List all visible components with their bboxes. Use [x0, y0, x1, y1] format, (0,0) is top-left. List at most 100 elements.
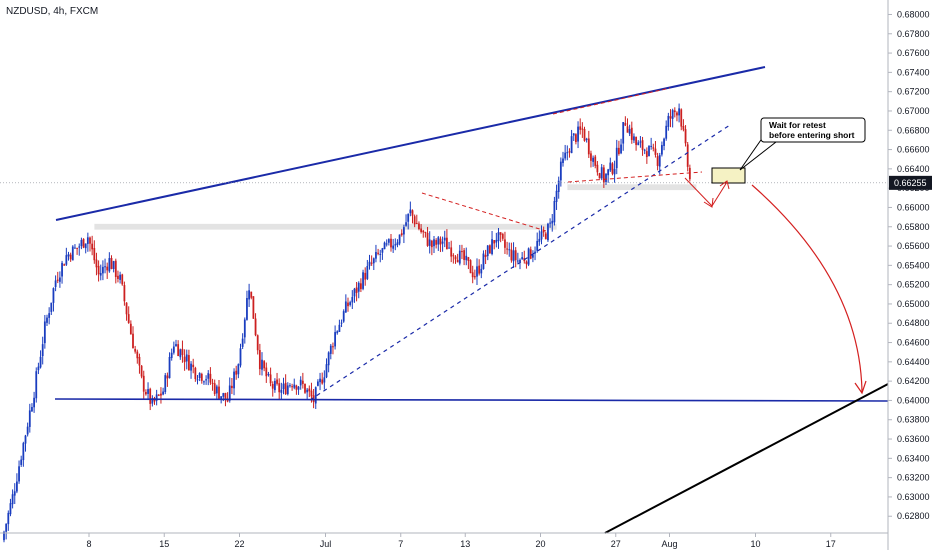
candle-down — [310, 390, 313, 397]
candle-up — [151, 398, 154, 404]
candle-down — [370, 262, 373, 264]
candle-down — [145, 392, 147, 395]
candle-up — [50, 302, 53, 312]
x-tick-label: 17 — [826, 539, 836, 549]
target-arc — [751, 184, 863, 393]
candle-up — [162, 391, 164, 395]
y-tick-label: 0.62800 — [897, 511, 930, 521]
candle-down — [686, 144, 689, 167]
candle-up — [512, 250, 515, 262]
price-tag-label: 0.66255 — [894, 178, 927, 188]
candle-down — [304, 383, 306, 393]
candle-up — [319, 378, 321, 383]
candle-down — [454, 256, 457, 260]
candle-up — [198, 372, 201, 379]
candle-up — [104, 266, 106, 268]
candle-down — [95, 259, 98, 268]
candle-down — [97, 265, 100, 275]
candle-up — [577, 126, 579, 142]
candle-down — [211, 382, 214, 384]
candle-up — [52, 288, 55, 303]
current-price-tag: 0.66255 — [889, 175, 932, 190]
candle-up — [532, 254, 534, 258]
candle-up — [658, 155, 661, 167]
candle-down — [332, 346, 334, 348]
candle-down — [355, 287, 358, 293]
candle-up — [108, 258, 111, 272]
candle-up — [491, 239, 493, 255]
candle-up — [607, 169, 610, 176]
candle-up — [476, 266, 478, 277]
y-tick-label: 0.63600 — [897, 434, 930, 444]
candle-up — [366, 265, 369, 279]
candle-up — [18, 466, 20, 482]
candle-down — [258, 350, 261, 370]
candle-up — [37, 366, 40, 371]
candle-up — [248, 290, 250, 300]
candle-down — [121, 274, 124, 285]
candle-up — [175, 344, 177, 347]
y-tick-label: 0.66800 — [897, 125, 930, 135]
candle-down — [252, 296, 255, 319]
candle-up — [572, 133, 575, 136]
candle-down — [360, 283, 362, 290]
candle-down — [456, 259, 459, 263]
x-tick-label: 20 — [535, 539, 545, 549]
candle-down — [602, 167, 605, 183]
candle-down — [400, 233, 403, 236]
candle-up — [622, 122, 625, 144]
candle-up — [65, 255, 68, 265]
candle-up — [71, 246, 74, 261]
candle-up — [482, 253, 485, 269]
candle-up — [26, 426, 29, 435]
candle-up — [613, 168, 616, 175]
candle-down — [581, 128, 584, 130]
candle-up — [392, 245, 395, 249]
candle-down — [504, 239, 506, 248]
candle-up — [280, 389, 283, 393]
y-tick-label: 0.65600 — [897, 241, 930, 251]
y-tick-label: 0.67800 — [897, 29, 930, 39]
candle-up — [168, 356, 171, 379]
candle-down — [91, 243, 94, 250]
candle-up — [549, 222, 551, 224]
candle-down — [177, 344, 180, 357]
y-tick-label: 0.66600 — [897, 145, 930, 155]
x-tick-label: 13 — [460, 539, 470, 549]
candle-up — [239, 348, 242, 366]
candle-down — [110, 257, 113, 270]
candle-down — [635, 136, 637, 145]
candle-down — [439, 238, 442, 245]
candle-down — [291, 386, 293, 388]
y-tick-label: 0.68000 — [897, 9, 930, 19]
candle-down — [166, 375, 169, 379]
candle-down — [301, 380, 304, 384]
candle-down — [200, 374, 203, 381]
candle-up — [241, 338, 244, 347]
candle-down — [415, 223, 418, 225]
candle-up — [233, 371, 235, 389]
candle-down — [56, 279, 59, 281]
candle-down — [463, 250, 465, 260]
candle-down — [583, 129, 586, 141]
candle-down — [106, 266, 109, 271]
candle-up — [592, 157, 594, 162]
candle-layer — [3, 103, 691, 543]
candle-up — [564, 152, 567, 159]
candle-down — [525, 261, 528, 265]
candle-up — [327, 352, 330, 366]
arrow-down-leg — [684, 177, 713, 207]
candle-up — [379, 253, 382, 255]
candle-up — [381, 248, 384, 253]
y-tick-label: 0.65800 — [897, 222, 930, 232]
y-tick-label: 0.66400 — [897, 164, 930, 174]
candle-up — [516, 260, 519, 262]
x-tick-label: 27 — [611, 539, 621, 549]
candle-up — [441, 241, 444, 244]
candle-up — [557, 180, 560, 192]
candle-down — [117, 275, 119, 279]
candle-up — [13, 491, 16, 496]
candle-down — [645, 151, 648, 158]
callout-line-1: Wait for retest — [769, 120, 826, 130]
candle-down — [467, 257, 470, 261]
